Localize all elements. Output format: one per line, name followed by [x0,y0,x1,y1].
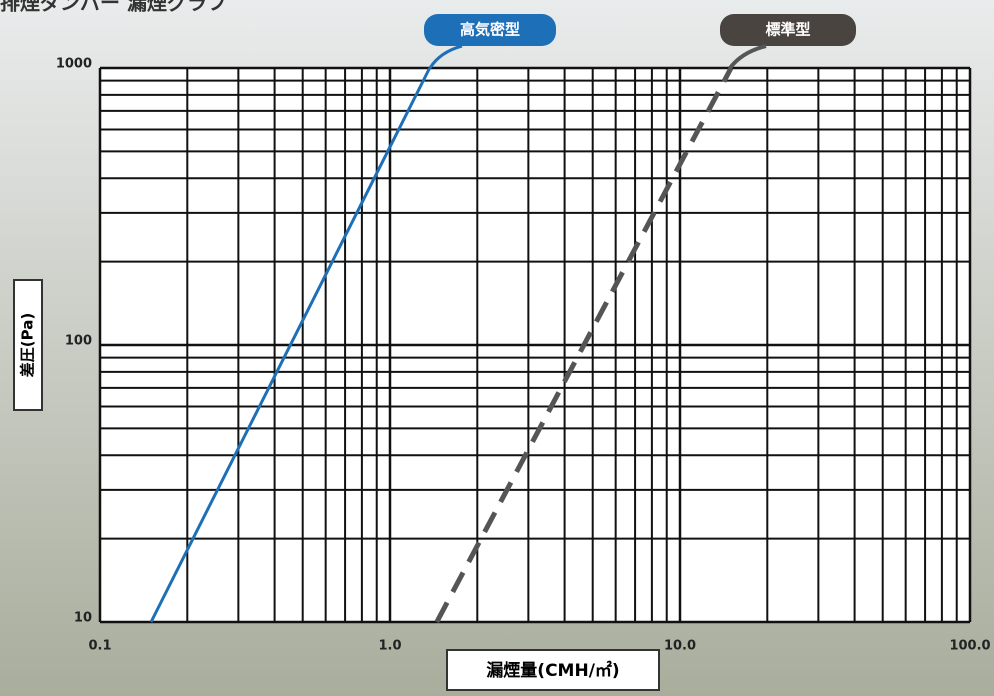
series-group [149,66,734,624]
legend-badge: 高気密型 [424,14,556,69]
y-axis-label: 差圧(Pa) [19,313,37,377]
x-tick-label: 0.1 [88,639,111,654]
x-tick-label: 10.0 [664,639,696,654]
badge [720,14,856,46]
y-label-box [13,279,43,411]
y-tick-label: 1000 [56,57,92,72]
x-axis-label: 漏煙量(CMH/㎡) [486,660,619,681]
callout [728,44,767,70]
y-tick-label: 10 [74,611,92,626]
legend-badge: 標準型 [720,14,856,70]
series-line [434,66,734,624]
x-label-box [446,649,660,691]
callout [428,44,463,69]
y-tick-label: 100 [65,334,92,349]
legend-label: 高気密型 [460,21,520,39]
legend-label: 標準型 [765,21,810,39]
grid: 0.1 1.0 10.0 100.0 10 100 1000 [56,57,991,654]
x-tick-label: 1.0 [378,639,401,654]
x-tick-label: 100.0 [949,639,990,654]
chart-title: 排煙ダンパー 漏煙グラフ [0,0,227,15]
series-line [149,67,431,623]
badge [424,14,556,46]
